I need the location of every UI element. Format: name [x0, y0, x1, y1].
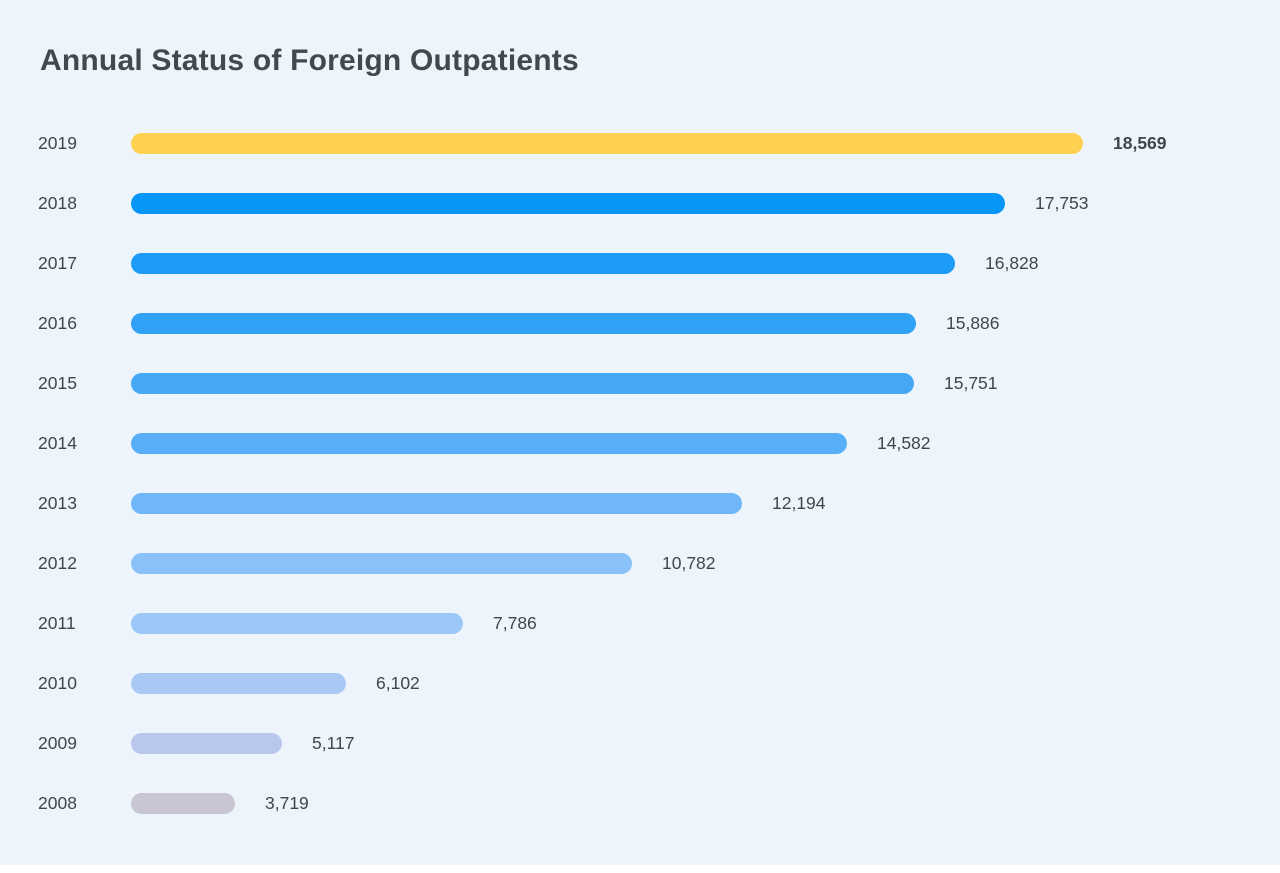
value-label: 6,102 — [376, 672, 420, 693]
value-label: 17,753 — [1035, 192, 1089, 213]
chart-row: 2014 14,582 — [0, 413, 1280, 473]
year-label: 2009 — [38, 732, 77, 753]
value-label: 7,786 — [493, 612, 537, 633]
bar-2017 — [131, 252, 955, 274]
bar-2014 — [131, 432, 847, 454]
value-label: 15,751 — [944, 372, 998, 393]
value-label: 14,582 — [877, 432, 931, 453]
bar-2012 — [131, 552, 632, 574]
bar-2009 — [131, 732, 282, 754]
value-label: 16,828 — [985, 252, 1039, 273]
value-label: 15,886 — [946, 312, 1000, 333]
bar-2015 — [131, 372, 914, 394]
year-label: 2016 — [38, 312, 77, 333]
year-label: 2010 — [38, 672, 77, 693]
bar-2010 — [131, 672, 346, 694]
year-label: 2011 — [38, 612, 76, 633]
value-label: 18,569 — [1113, 132, 1167, 153]
bar-2016 — [131, 312, 916, 334]
bar-chart: 2019 18,569 2018 17,753 2017 16,828 2016… — [0, 113, 1280, 833]
bar-2018 — [131, 192, 1005, 214]
chart-title: Annual Status of Foreign Outpatients — [40, 44, 579, 77]
chart-row: 2019 18,569 — [0, 113, 1280, 173]
year-label: 2019 — [38, 132, 77, 153]
chart-row: 2012 10,782 — [0, 533, 1280, 593]
chart-row: 2017 16,828 — [0, 233, 1280, 293]
year-label: 2017 — [38, 252, 77, 273]
chart-row: 2016 15,886 — [0, 293, 1280, 353]
chart-row: 2011 7,786 — [0, 593, 1280, 653]
value-label: 5,117 — [312, 732, 355, 753]
value-label: 3,719 — [265, 792, 309, 813]
year-label: 2014 — [38, 432, 77, 453]
year-label: 2012 — [38, 552, 77, 573]
value-label: 10,782 — [662, 552, 716, 573]
bottom-strip — [0, 865, 1280, 873]
year-label: 2008 — [38, 792, 77, 813]
chart-row: 2018 17,753 — [0, 173, 1280, 233]
year-label: 2013 — [38, 492, 77, 513]
chart-row: 2008 3,719 — [0, 773, 1280, 833]
year-label: 2018 — [38, 192, 77, 213]
chart-row: 2013 12,194 — [0, 473, 1280, 533]
chart-row: 2010 6,102 — [0, 653, 1280, 713]
chart-row: 2009 5,117 — [0, 713, 1280, 773]
year-label: 2015 — [38, 372, 77, 393]
value-label: 12,194 — [772, 492, 826, 513]
chart-row: 2015 15,751 — [0, 353, 1280, 413]
bar-2013 — [131, 492, 742, 514]
bar-2008 — [131, 792, 235, 814]
bar-2019 — [131, 132, 1083, 154]
bar-2011 — [131, 612, 463, 634]
